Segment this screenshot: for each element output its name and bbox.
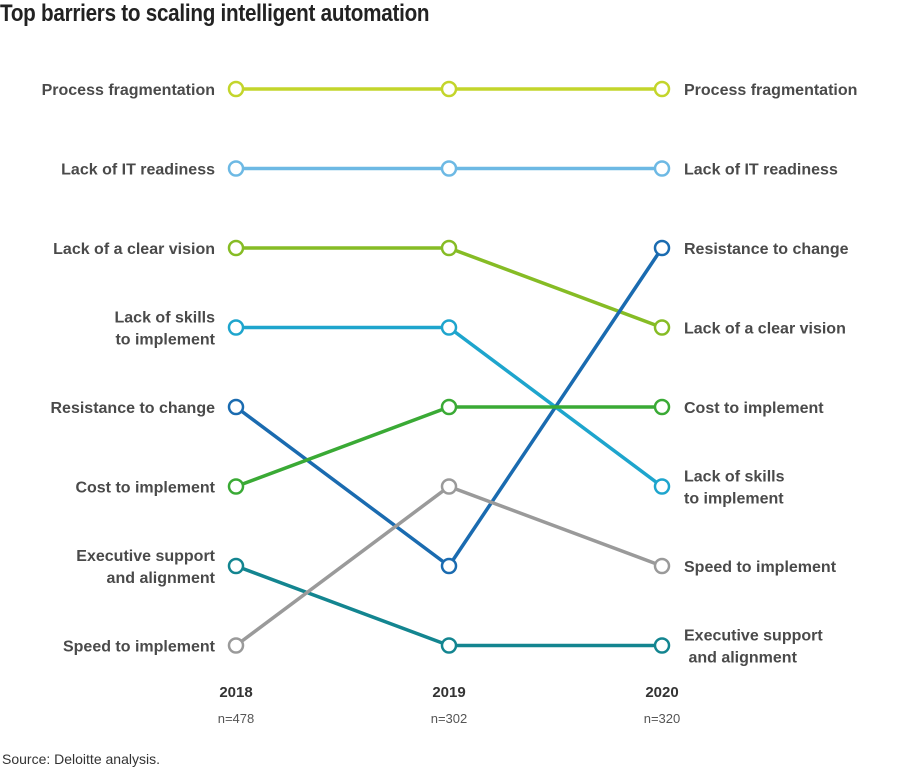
x-tick-label-2020: 2020 (645, 684, 678, 701)
right-category-labels: Process fragmentation Lack of IT readines… (684, 82, 857, 667)
data-point-speed-to-implement-2019 (440, 478, 458, 495)
left-label-lack-of-a-clear-vision: Lack of a clear vision (53, 241, 215, 258)
right-label-rank-2: Lack of IT readiness (684, 162, 838, 179)
right-label-rank-6: Lack of skills to implement (684, 469, 785, 508)
left-label-executive-support-and-alignment: Executive support and alignment (76, 548, 215, 587)
data-point-lack-of-a-clear-vision-2020 (653, 319, 671, 336)
sample-size-label-2019: n=302 (431, 711, 468, 726)
x-tick-label-2019: 2019 (432, 684, 465, 701)
left-label-cost-to-implement: Cost to implement (75, 480, 215, 497)
data-point-lack-of-skills-to-implement-2018 (227, 319, 245, 336)
data-point-lack-of-it-readiness-2020 (653, 160, 671, 177)
left-label-resistance-to-change: Resistance to change (51, 400, 216, 417)
data-point-cost-to-implement-2018 (227, 478, 245, 495)
series-line-lack-of-a-clear-vision (234, 246, 664, 330)
right-label-rank-3: Resistance to change (684, 241, 849, 258)
data-point-lack-of-a-clear-vision-2019 (440, 239, 458, 257)
sample-size-label-2020: n=320 (644, 711, 681, 726)
data-point-cost-to-implement-2019 (440, 398, 458, 416)
data-point-resistance-to-change-2018 (227, 398, 245, 416)
chart-title: Top barriers to scaling intelligent auto… (0, 0, 430, 27)
data-point-lack-of-skills-to-implement-2019 (440, 319, 458, 336)
right-label-rank-8: Executive support and alignment (684, 628, 823, 667)
data-point-lack-of-it-readiness-2018 (227, 160, 245, 177)
right-label-rank-5: Cost to implement (684, 400, 824, 417)
data-point-resistance-to-change-2020 (653, 239, 671, 257)
right-label-rank-4: Lack of a clear vision (684, 321, 846, 338)
left-label-lack-of-skills-to-implement: Lack of skills to implement (115, 310, 216, 349)
left-label-process-fragmentation: Process fragmentation (42, 82, 215, 99)
data-point-speed-to-implement-2018 (227, 637, 245, 654)
data-point-executive-support-and-alignment-2018 (227, 557, 245, 575)
right-label-rank-1: Process fragmentation (684, 82, 857, 99)
right-label-rank-7: Speed to implement (684, 559, 837, 576)
left-label-speed-to-implement: Speed to implement (63, 639, 216, 656)
data-point-cost-to-implement-2020 (653, 398, 671, 416)
data-point-executive-support-and-alignment-2020 (653, 637, 671, 654)
source-note: Source: Deloitte analysis. (2, 751, 160, 767)
series-line-executive-support-and-alignment (234, 564, 664, 648)
data-point-process-fragmentation-2018 (227, 80, 245, 98)
series-line-cost-to-implement (234, 405, 664, 489)
data-point-lack-of-it-readiness-2019 (440, 160, 458, 177)
data-point-process-fragmentation-2019 (440, 80, 458, 98)
data-point-lack-of-skills-to-implement-2020 (653, 478, 671, 495)
data-point-speed-to-implement-2020 (653, 557, 671, 575)
x-axis: 2018 n=478 2019 n=302 2020 n=320 (218, 684, 681, 726)
left-label-lack-of-it-readiness: Lack of IT readiness (61, 162, 215, 179)
series-points-layer (227, 80, 671, 654)
data-point-lack-of-a-clear-vision-2018 (227, 239, 245, 257)
sample-size-label-2018: n=478 (218, 711, 255, 726)
data-point-executive-support-and-alignment-2019 (440, 637, 458, 654)
data-point-resistance-to-change-2019 (440, 557, 458, 575)
data-point-process-fragmentation-2020 (653, 80, 671, 98)
left-category-labels: Process fragmentation Lack of IT readines… (42, 82, 216, 656)
x-tick-label-2018: 2018 (219, 684, 252, 701)
